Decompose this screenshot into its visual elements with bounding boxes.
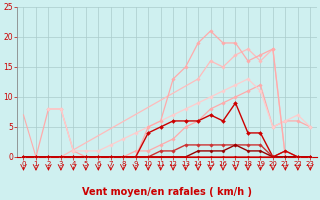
X-axis label: Vent moyen/en rafales ( km/h ): Vent moyen/en rafales ( km/h )	[82, 187, 252, 197]
